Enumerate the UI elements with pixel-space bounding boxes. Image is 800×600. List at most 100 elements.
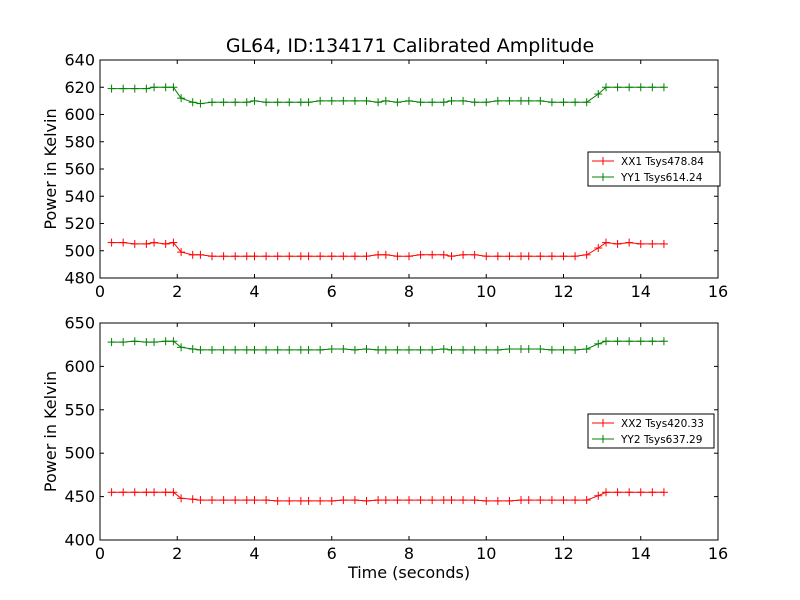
data-point xyxy=(428,496,437,505)
data-point xyxy=(285,98,294,107)
data-point xyxy=(493,252,502,261)
data-point xyxy=(142,84,151,93)
legend-box xyxy=(587,151,721,187)
data-point xyxy=(161,337,170,346)
data-point xyxy=(524,496,533,505)
data-point xyxy=(250,96,259,105)
data-point xyxy=(470,250,479,259)
data-point xyxy=(130,488,139,497)
data-point xyxy=(459,96,468,105)
data-point xyxy=(250,252,259,261)
data-point xyxy=(327,496,336,505)
data-point xyxy=(571,345,580,354)
data-point xyxy=(613,239,622,248)
y-axis-label: Power in Kelvin xyxy=(41,371,60,492)
x-tick-label: 0 xyxy=(95,282,105,301)
data-point xyxy=(177,343,186,352)
data-point xyxy=(459,345,468,354)
data-point xyxy=(648,239,657,248)
data-point xyxy=(447,496,456,505)
x-tick-label: 0 xyxy=(95,544,105,563)
y-tick-label: 580 xyxy=(64,132,95,151)
data-point xyxy=(482,98,491,107)
legend-entry: YY2 Tsys637.29 xyxy=(592,434,702,446)
legend-label: YY2 Tsys637.29 xyxy=(620,434,702,446)
data-point xyxy=(339,96,348,105)
data-point xyxy=(416,345,425,354)
data-point xyxy=(130,337,139,346)
data-point xyxy=(613,83,622,92)
y-tick-label: 520 xyxy=(64,214,95,233)
series-line-yy1 xyxy=(111,86,664,105)
data-point xyxy=(594,90,603,99)
data-point xyxy=(505,345,514,354)
data-point xyxy=(470,98,479,107)
data-point xyxy=(439,345,448,354)
data-point xyxy=(625,83,634,92)
data-point xyxy=(339,345,348,354)
y-tick-label: 500 xyxy=(64,444,95,463)
data-point xyxy=(231,98,240,107)
legend-label: YY1 Tsys614.24 xyxy=(620,172,703,184)
data-point xyxy=(517,96,526,105)
x-tick-label: 14 xyxy=(631,544,651,563)
data-point xyxy=(536,96,545,105)
data-point xyxy=(142,338,151,347)
data-point xyxy=(219,252,228,261)
data-point xyxy=(362,252,371,261)
y-tick-label: 650 xyxy=(64,314,95,333)
data-point xyxy=(559,496,568,505)
data-point xyxy=(374,98,383,107)
y-tick-label: 500 xyxy=(64,241,95,260)
data-point xyxy=(428,250,437,259)
data-point xyxy=(482,496,491,505)
data-point xyxy=(362,96,371,105)
data-point xyxy=(559,345,568,354)
data-point xyxy=(636,239,645,248)
legend-entry: XX2 Tsys420.33 xyxy=(592,418,704,430)
data-point xyxy=(493,345,502,354)
data-point xyxy=(547,98,556,107)
data-point xyxy=(470,345,479,354)
data-point xyxy=(416,496,425,505)
data-point xyxy=(169,238,178,247)
data-point xyxy=(447,345,456,354)
x-tick-label: 12 xyxy=(553,544,573,563)
data-point xyxy=(242,98,251,107)
data-point xyxy=(459,250,468,259)
data-point xyxy=(636,488,645,497)
data-point xyxy=(470,496,479,505)
data-point xyxy=(304,345,313,354)
y-tick-label: 640 xyxy=(64,51,95,70)
data-point xyxy=(161,488,170,497)
data-point xyxy=(350,496,359,505)
data-point xyxy=(482,252,491,261)
legend: XX2 Tsys420.33 YY2 Tsys637.29 xyxy=(587,413,715,449)
legend-entry: YY1 Tsys614.24 xyxy=(592,172,703,184)
data-point xyxy=(250,345,259,354)
data-point xyxy=(142,239,151,248)
data-point xyxy=(439,98,448,107)
data-point xyxy=(582,345,591,354)
data-point xyxy=(447,96,456,105)
data-point xyxy=(536,345,545,354)
data-point xyxy=(177,494,186,503)
data-point xyxy=(242,345,251,354)
data-point xyxy=(161,239,170,248)
data-point xyxy=(130,84,139,93)
data-point xyxy=(517,496,526,505)
data-point xyxy=(196,250,205,259)
data-point xyxy=(582,496,591,505)
x-tick-label: 16 xyxy=(708,282,728,301)
data-point xyxy=(107,488,116,497)
data-point xyxy=(601,83,610,92)
y-tick-label: 480 xyxy=(64,269,95,288)
data-point xyxy=(273,345,282,354)
data-point xyxy=(405,496,413,505)
data-point xyxy=(339,252,348,261)
data-point xyxy=(393,98,402,107)
data-point xyxy=(327,252,336,261)
data-point xyxy=(601,488,610,497)
data-point xyxy=(262,252,271,261)
data-point xyxy=(150,83,159,92)
